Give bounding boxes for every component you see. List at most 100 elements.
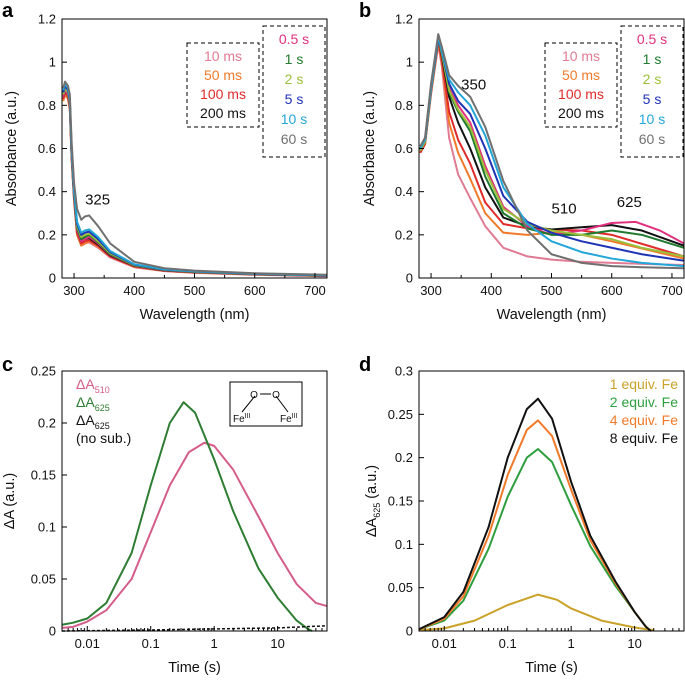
panel-d-xtick-label: 1: [568, 636, 575, 651]
panel-b-legend-left-1: 50 ms: [562, 67, 600, 83]
panel-c-ytick-label: 0.1: [38, 520, 56, 535]
panel-d: 0 0.05 0.1 0.15 0.2 0.25 0.3 0.01 0.1 1 10 Time (s)…: [359, 354, 685, 676]
panel-a-xtick-label: 500: [184, 283, 206, 298]
panel-b-annotation-1: 510: [552, 200, 577, 217]
panel-b-xtick-label: 500: [541, 283, 563, 298]
panel-d-ytick-label: 0: [406, 624, 413, 639]
panel-c-legend-1-main: ΔA: [76, 394, 95, 410]
panel-b-xtick-label: 400: [480, 283, 502, 298]
panel-c-series-1: [61, 401, 313, 632]
panel-d-legend-1: 2 equiv. Fe: [610, 394, 678, 410]
panel-d-ylabel-tail: (a.u.): [364, 465, 380, 503]
panel-b-label: b: [359, 0, 371, 22]
panel-a-legend-box-right: [262, 25, 326, 158]
panel-d-xtick-label: 0.1: [499, 636, 517, 651]
panel-d-ytick-label: 0.15: [388, 494, 413, 509]
panel-b-legend-left-0: 10 ms: [562, 48, 600, 64]
panel-d-legend-0: 1 equiv. Fe: [610, 376, 678, 392]
panel-a-ytick-label: 0: [49, 271, 56, 286]
panel-b-legend-right-3: 5 s: [643, 91, 662, 107]
panel-c-xtick-label: 0.01: [75, 636, 100, 651]
panel-b-legend-right-1: 1 s: [643, 51, 662, 67]
panel-a-ytick-label: 0.4: [38, 184, 56, 199]
panel-d-ylabel: ΔA625 (a.u.): [364, 465, 382, 537]
panel-b-ytick-label: 0.8: [395, 98, 413, 113]
panel-a-legend-right-4: 10 s: [281, 111, 307, 127]
panel-a-label: a: [2, 0, 14, 22]
panel-d-xtick-label: 0.01: [432, 636, 457, 651]
panel-b-ytick-label: 1: [406, 55, 413, 70]
panel-c-inset-fe-right-sym: Fe: [280, 414, 292, 425]
panel-b-ytick-label: 1.2: [395, 12, 413, 27]
panel-c-legend-2: ΔA625: [76, 412, 110, 431]
panel-a: 0 0.2 0.4 0.6 0.8 1 1.2 300 400 500 600 700 Waveleng…: [2, 0, 328, 323]
panel-c-inset-box: [229, 381, 303, 427]
panel-c-inset-fe-right-ox: III: [292, 413, 298, 420]
panel-c-xtick-label: 1: [211, 636, 218, 651]
panel-d-series-3: [418, 397, 652, 632]
panel-c-legend-1-sub: 625: [95, 403, 110, 413]
panel-c-inset-fe-left-sym: Fe: [233, 414, 245, 425]
panel-a-ytick-label: 1: [49, 55, 56, 70]
panel-a-legend-right-1: 1 s: [285, 51, 304, 67]
panel-a-xlabel: Wavelength (nm): [140, 307, 250, 323]
panel-c-frame: [61, 370, 328, 632]
panel-b-xtick-label: 700: [661, 283, 683, 298]
panel-c-legend-0-main: ΔA: [76, 376, 95, 392]
panel-b-legend-right-0: 0.5 s: [637, 31, 667, 47]
panel-d-ytick-label: 0.2: [395, 450, 413, 465]
panel-c-ytick-label: 0: [49, 624, 56, 639]
panel-b-ylabel: Absorbance (a.u.): [362, 91, 378, 206]
panel-a-annotation-0: 325: [85, 191, 110, 208]
panel-c-inset-o-left: O: [250, 390, 258, 401]
panel-b-legend-left-3: 200 ms: [558, 105, 604, 121]
panel-c-ytick-label: 0.05: [31, 572, 56, 587]
panel-a-legend-left-2: 100 ms: [200, 86, 246, 102]
panel-d-ylabel-sub: 625: [372, 503, 382, 518]
panel-b-ytick-label: 0.6: [395, 141, 413, 156]
panel-a-xtick-label: 600: [244, 283, 266, 298]
panel-c-inset-fe-left-ox: III: [245, 413, 251, 420]
panel-b-xtick-label: 300: [420, 283, 442, 298]
panel-c-inset-o-right: O: [272, 390, 280, 401]
panel-a-legend-right-0: 0.5 s: [279, 31, 309, 47]
panel-a-ytick-label: 1.2: [38, 12, 56, 27]
panel-b-legend-right-4: 10 s: [639, 111, 665, 127]
panel-b-annotation-0: 350: [461, 76, 486, 93]
panel-a-legend-left-3: 200 ms: [200, 105, 246, 121]
panel-b-xtick-label: 600: [601, 283, 623, 298]
panel-c-legend-note: (no sub.): [76, 430, 131, 446]
panel-c-series-2: [61, 625, 328, 632]
panel-c-legend-1: ΔA625: [76, 394, 110, 413]
panel-a-legend-left-0: 10 ms: [204, 48, 242, 64]
panel-a-legend-right-2: 2 s: [285, 71, 304, 87]
panel-d-label: d: [359, 354, 371, 376]
panel-a-xtick-label: 400: [123, 283, 145, 298]
panel-c-ytick-label: 0.25: [31, 364, 56, 379]
panel-a-legend-right-5: 60 s: [281, 131, 307, 147]
panel-d-xlabel: Time (s): [525, 660, 578, 676]
panel-c-xlabel: Time (s): [168, 660, 221, 676]
panel-c-xtick-label: 0.1: [142, 636, 160, 651]
panel-a-legend-box-left: [186, 42, 260, 128]
panel-b-series-9: [419, 33, 685, 270]
panel-b-xlabel: Wavelength (nm): [497, 307, 607, 323]
panel-c-ytick-label: 0.2: [38, 416, 56, 431]
panel-a-xtick-label: 300: [63, 283, 85, 298]
panel-b-legend-left-2: 100 ms: [558, 86, 604, 102]
panel-c-legend-2-main: ΔA: [76, 412, 95, 428]
panel-d-ylabel-main: ΔA: [364, 517, 380, 537]
panel-c-inset-fe-right: FeIII: [280, 413, 298, 425]
panel-c-ylabel: ΔA (a.u.): [2, 473, 18, 529]
panel-c-legend-0-sub: 510: [95, 385, 110, 395]
panel-b-legend-right-5: 60 s: [639, 131, 665, 147]
panel-a-legend-left-1: 50 ms: [204, 67, 242, 83]
panel-a-ytick-label: 0.8: [38, 98, 56, 113]
panel-a-legend-right-3: 5 s: [285, 91, 304, 107]
panel-d-legend-3: 8 equiv. Fe: [610, 430, 678, 446]
panel-d-series-0: [418, 593, 654, 632]
panel-d-ytick-label: 0.25: [388, 407, 413, 422]
panel-b-legend-box-right: [620, 25, 684, 158]
panel-c-legend-0: ΔA510: [76, 376, 110, 395]
